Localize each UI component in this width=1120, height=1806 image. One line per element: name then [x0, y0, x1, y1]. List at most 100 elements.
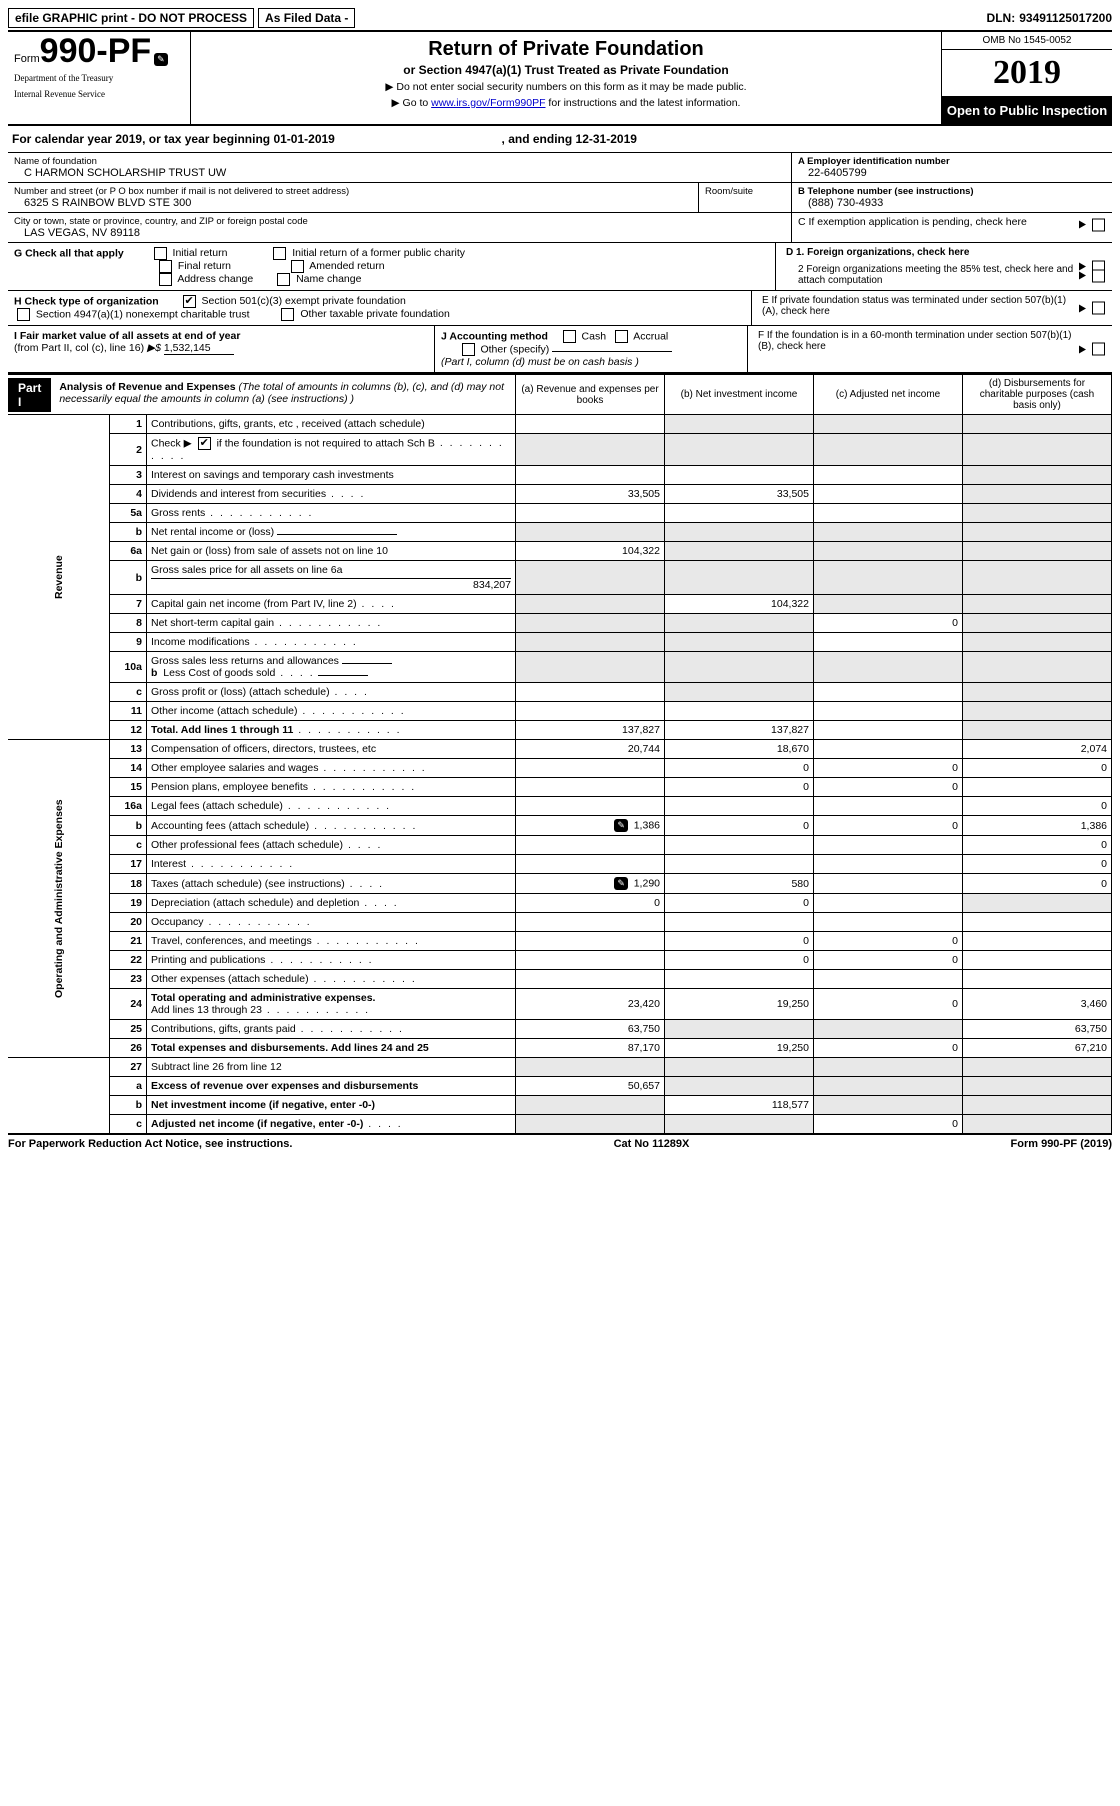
table-row: 2 Check ▶ if the foundation is not requi… — [8, 434, 1112, 466]
col-a-header: (a) Revenue and expenses per books — [516, 375, 665, 415]
e-checkbox[interactable] — [1092, 302, 1105, 315]
table-row: cOther professional fees (attach schedul… — [8, 836, 1112, 855]
addr-label: Number and street (or P O box number if … — [14, 186, 692, 197]
form-title: Return of Private Foundation — [201, 38, 931, 61]
phone-value: (888) 730-4933 — [798, 197, 1106, 209]
table-row: 8Net short-term capital gain0 — [8, 614, 1112, 633]
table-row: 22Printing and publications00 — [8, 951, 1112, 970]
room-label: Room/suite — [705, 186, 785, 197]
table-row: 27Subtract line 26 from line 12 — [8, 1058, 1112, 1077]
col-d-header: (d) Disbursements for charitable purpose… — [963, 375, 1112, 415]
table-row: 25Contributions, gifts, grants paid63,75… — [8, 1020, 1112, 1039]
ein-value: 22-6405799 — [798, 167, 1106, 179]
table-row: Revenue 1 Contributions, gifts, grants, … — [8, 415, 1112, 434]
top-bar: efile GRAPHIC print - DO NOT PROCESS As … — [8, 8, 1112, 28]
g-amended-checkbox[interactable] — [291, 260, 304, 273]
table-row: 23Other expenses (attach schedule) — [8, 970, 1112, 989]
table-row: 10aGross sales less returns and allowanc… — [8, 652, 1112, 683]
h-4947-checkbox[interactable] — [17, 308, 30, 321]
d2-checkbox[interactable] — [1092, 269, 1105, 282]
dept-irs: Internal Revenue Service — [14, 89, 184, 99]
table-row: 24Total operating and administrative exp… — [8, 989, 1112, 1020]
table-row: 4Dividends and interest from securities3… — [8, 485, 1112, 504]
dln-label: DLN: — [987, 11, 1016, 25]
g-addr-change-checkbox[interactable] — [159, 273, 172, 286]
calendar-year-row: For calendar year 2019, or tax year begi… — [8, 126, 1112, 153]
form-number: 990-PF — [40, 32, 152, 70]
part1-table: Part I Analysis of Revenue and Expenses … — [8, 374, 1112, 1134]
form-subtitle: or Section 4947(a)(1) Trust Treated as P… — [201, 63, 931, 77]
footer: For Paperwork Reduction Act Notice, see … — [8, 1134, 1112, 1150]
instr-ssn: ▶ Do not enter social security numbers o… — [201, 81, 931, 93]
table-row: 15Pension plans, employee benefits00 — [8, 778, 1112, 797]
table-row: 17Interest0 — [8, 855, 1112, 874]
city-value: LAS VEGAS, NV 89118 — [14, 227, 785, 239]
part1-tab: Part I — [8, 378, 51, 412]
schb-checkbox[interactable] — [198, 437, 211, 450]
table-row: 6aNet gain or (loss) from sale of assets… — [8, 542, 1112, 561]
footer-left: For Paperwork Reduction Act Notice, see … — [8, 1138, 292, 1150]
g-initial-former-checkbox[interactable] — [273, 247, 286, 260]
dln-value: 93491125017200 — [1019, 11, 1112, 25]
table-row: bNet investment income (if negative, ent… — [8, 1096, 1112, 1115]
c-checkbox[interactable] — [1092, 218, 1105, 231]
irs-link[interactable]: www.irs.gov/Form990PF — [431, 97, 545, 109]
table-row: 20Occupancy — [8, 913, 1112, 932]
form-prefix: Form — [14, 53, 40, 65]
phone-label: B Telephone number (see instructions) — [798, 186, 1106, 197]
footer-right: Form 990-PF (2019) — [1011, 1138, 1112, 1150]
j-accrual-checkbox[interactable] — [615, 330, 628, 343]
table-row: 14Other employee salaries and wages000 — [8, 759, 1112, 778]
table-row: 26Total expenses and disbursements. Add … — [8, 1039, 1112, 1058]
table-row: aExcess of revenue over expenses and dis… — [8, 1077, 1112, 1096]
efile-box: efile GRAPHIC print - DO NOT PROCESS — [8, 8, 254, 28]
table-row: 12Total. Add lines 1 through 11137,82713… — [8, 721, 1112, 740]
g-section: G Check all that apply Initial return In… — [8, 243, 775, 290]
addr-value: 6325 S RAINBOW BLVD STE 300 — [14, 197, 692, 209]
revenue-vert-label: Revenue — [8, 415, 110, 740]
table-row: 5aGross rents — [8, 504, 1112, 523]
col-c-header: (c) Adjusted net income — [814, 375, 963, 415]
table-row: Operating and Administrative Expenses 13… — [8, 740, 1112, 759]
attachment-icon[interactable]: ✎ — [614, 819, 628, 832]
omb-number: OMB No 1545-0052 — [942, 32, 1112, 50]
instr-goto: ▶ Go to www.irs.gov/Form990PF for instru… — [201, 97, 931, 109]
c-label: C If exemption application is pending, c… — [798, 216, 1027, 228]
g-initial-checkbox[interactable] — [154, 247, 167, 260]
table-row: cAdjusted net income (if negative, enter… — [8, 1115, 1112, 1134]
table-row: bAccounting fees (attach schedule)✎ 1,38… — [8, 816, 1112, 836]
table-row: bNet rental income or (loss) — [8, 523, 1112, 542]
footer-mid: Cat No 11289X — [614, 1138, 690, 1150]
city-label: City or town, state or province, country… — [14, 216, 785, 227]
table-row: 7Capital gain net income (from Part IV, … — [8, 595, 1112, 614]
g-final-checkbox[interactable] — [159, 260, 172, 273]
table-row: bGross sales price for all assets on lin… — [8, 561, 1112, 595]
foundation-name: C HARMON SCHOLARSHIP TRUST UW — [14, 167, 785, 179]
expenses-vert-label: Operating and Administrative Expenses — [8, 740, 110, 1058]
j-cash-checkbox[interactable] — [563, 330, 576, 343]
col-b-header: (b) Net investment income — [665, 375, 814, 415]
attachment-icon[interactable]: ✎ — [614, 877, 628, 890]
fmv-value: 1,532,145 — [164, 342, 234, 355]
table-row: 11Other income (attach schedule) — [8, 702, 1112, 721]
table-row: 21Travel, conferences, and meetings00 — [8, 932, 1112, 951]
header: Form990-PF ✎ Department of the Treasury … — [8, 30, 1112, 126]
table-row: 3Interest on savings and temporary cash … — [8, 466, 1112, 485]
table-row: 19Depreciation (attach schedule) and dep… — [8, 894, 1112, 913]
asfiled-box: As Filed Data - — [258, 8, 355, 28]
table-row: 18Taxes (attach schedule) (see instructi… — [8, 874, 1112, 894]
j-other-checkbox[interactable] — [462, 343, 475, 356]
h-other-checkbox[interactable] — [281, 308, 294, 321]
h-501c3-checkbox[interactable] — [183, 295, 196, 308]
table-row: cGross profit or (loss) (attach schedule… — [8, 683, 1112, 702]
f-checkbox[interactable] — [1092, 343, 1105, 356]
table-row: 9Income modifications — [8, 633, 1112, 652]
irs-badge-icon: ✎ — [154, 53, 168, 66]
dept-treasury: Department of the Treasury — [14, 73, 184, 83]
table-row: 16aLegal fees (attach schedule)0 — [8, 797, 1112, 816]
tax-year: 2019 — [942, 50, 1112, 97]
ein-label: A Employer identification number — [798, 156, 1106, 167]
open-public-badge: Open to Public Inspection — [942, 97, 1112, 124]
name-label: Name of foundation — [14, 156, 785, 167]
g-name-change-checkbox[interactable] — [277, 273, 290, 286]
